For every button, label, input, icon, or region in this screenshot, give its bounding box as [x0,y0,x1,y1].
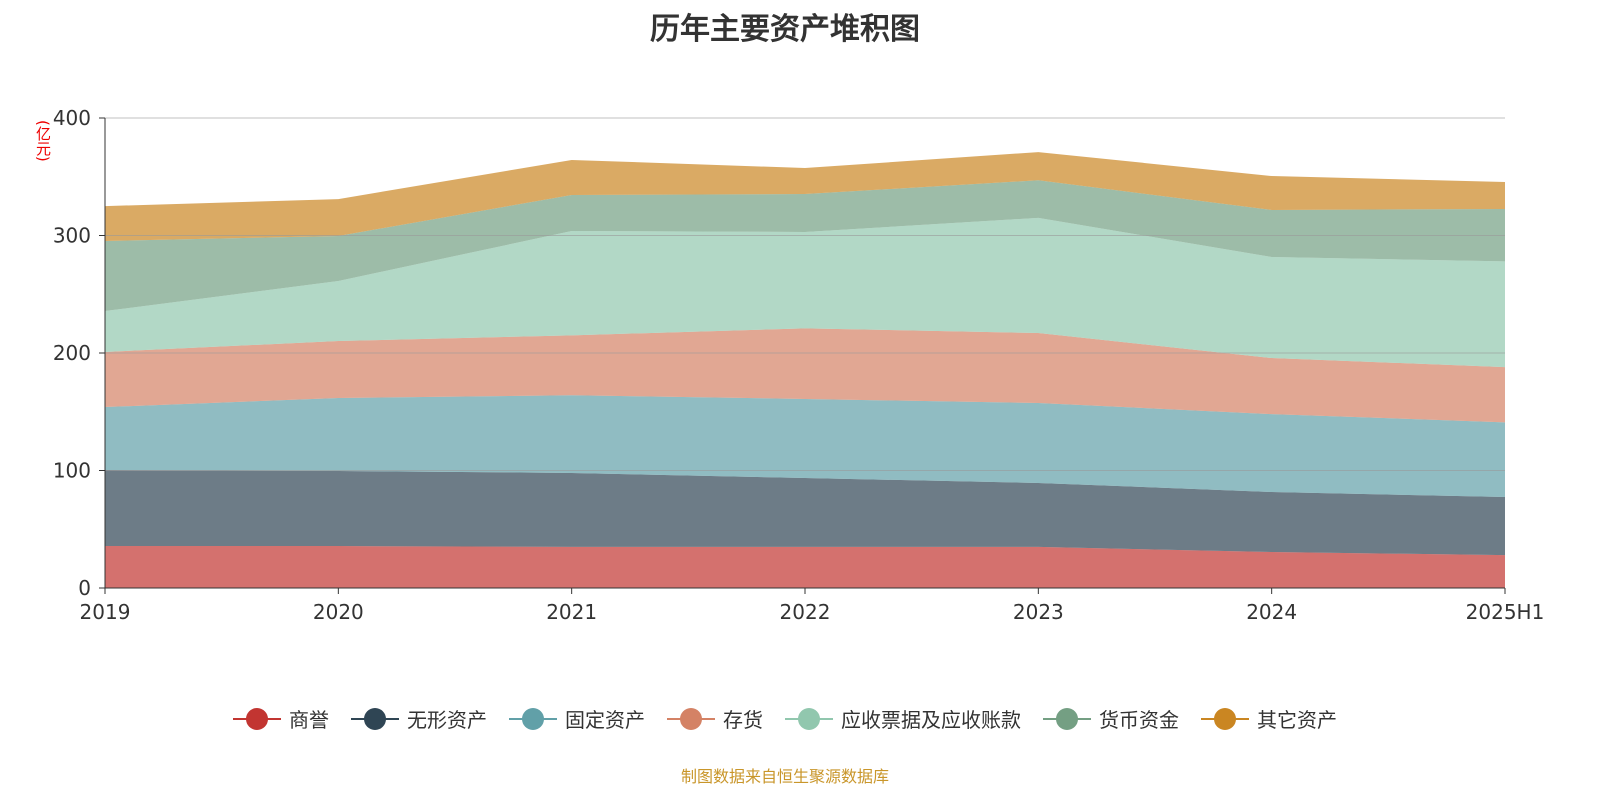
legend-label: 其它资产 [1257,708,1337,732]
x-tick-label: 2025H1 [1466,600,1545,624]
legend-marker-icon [509,707,557,731]
y-tick-label: 100 [53,459,91,483]
legend-marker-icon [1201,707,1249,731]
legend: 商誉 无形资产 固定资产 存货 应收票据及应收账款 货币资金 其它资产 [0,704,1570,733]
y-axis-unit: (亿元) [34,120,52,162]
legend-label: 应收票据及应收账款 [841,708,1021,732]
data-source-footer: 制图数据来自恒生聚源数据库 [680,767,889,786]
y-tick-label: 200 [53,341,91,365]
x-tick-label: 2023 [1013,600,1064,624]
legend-item[interactable]: 其它资产 [1201,704,1337,733]
area-4 [105,217,1505,368]
legend-marker-icon [667,707,715,731]
area-6 [105,152,1505,242]
area-3 [105,328,1505,423]
x-tick-label: 2019 [80,600,131,624]
legend-item[interactable]: 无形资产 [351,704,487,733]
x-tick-label: 2024 [1246,600,1297,624]
y-tick-label: 400 [53,106,91,130]
legend-marker-icon [785,707,833,731]
y-tick-label: 300 [53,224,91,248]
legend-item[interactable]: 货币资金 [1043,704,1179,733]
legend-item[interactable]: 应收票据及应收账款 [785,704,1021,733]
legend-item[interactable]: 商誉 [233,704,329,733]
x-tick-label: 2020 [313,600,364,624]
legend-label: 商誉 [289,708,329,732]
legend-marker-icon [1043,707,1091,731]
area-5 [105,180,1505,312]
legend-label: 固定资产 [565,708,645,732]
area-1 [105,470,1505,556]
y-tick-label: 0 [78,576,91,600]
legend-label: 存货 [723,708,763,732]
legend-marker-icon [351,707,399,731]
legend-label: 无形资产 [407,708,487,732]
area-2 [105,395,1505,498]
x-tick-label: 2021 [546,600,597,624]
area-0 [105,546,1505,588]
x-tick-label: 2022 [780,600,831,624]
legend-item[interactable]: 固定资产 [509,704,645,733]
legend-label: 货币资金 [1099,708,1179,732]
legend-marker-icon [233,707,281,731]
chart-title: 历年主要资产堆积图 [650,12,920,47]
legend-item[interactable]: 存货 [667,704,763,733]
